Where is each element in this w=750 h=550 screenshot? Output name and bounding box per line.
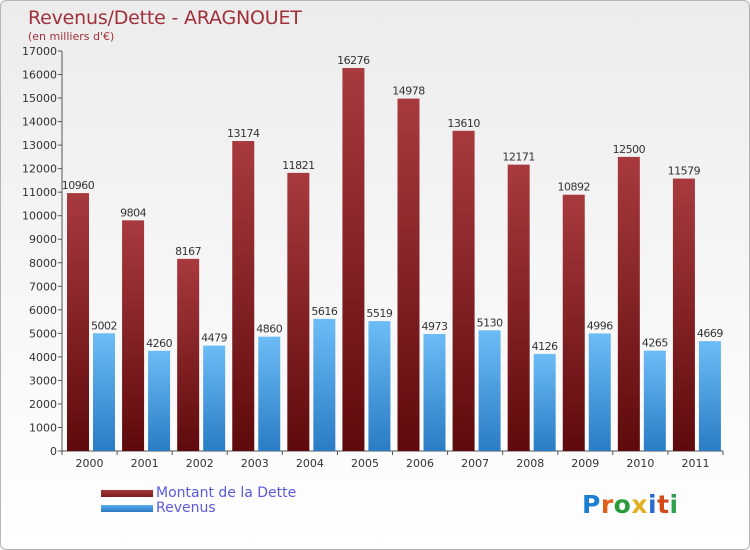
x-tick-label: 2003 xyxy=(241,457,269,470)
logo-letter: i xyxy=(669,490,679,519)
y-tick-label: 12000 xyxy=(22,163,57,176)
legend-label-revenue: Revenus xyxy=(156,500,216,516)
bar-revenue-2009 xyxy=(588,333,611,451)
data-label-debt-2010: 12500 xyxy=(613,143,646,156)
logo-letter: r xyxy=(600,490,614,519)
y-tick-label: 15000 xyxy=(22,92,57,105)
data-label-debt-2007: 13610 xyxy=(447,117,480,130)
chart-title: Revenus/Dette - ARAGNOUET xyxy=(28,7,302,29)
bar-debt-2011 xyxy=(672,178,695,451)
x-tick-label: 2000 xyxy=(76,457,104,470)
bar-revenue-2011 xyxy=(698,341,721,451)
legend-swatch-debt xyxy=(101,490,153,497)
bar-revenue-2008 xyxy=(533,353,556,451)
bar-debt-2000 xyxy=(67,193,89,451)
y-tick-label: 5000 xyxy=(29,327,57,340)
data-label-debt-2008: 12171 xyxy=(502,151,535,164)
bar-debt-2009 xyxy=(562,194,585,451)
data-label-revenue-2004: 5616 xyxy=(311,305,337,318)
bars-group xyxy=(67,68,721,452)
y-tick-label: 8000 xyxy=(29,257,57,270)
bar-revenue-2010 xyxy=(643,350,666,451)
bar-debt-2005 xyxy=(342,68,365,452)
proxiti-logo: Proxiti xyxy=(582,490,679,519)
x-tick-label: 2008 xyxy=(516,457,544,470)
y-tick-label: 13000 xyxy=(22,139,57,152)
data-label-debt-2009: 10892 xyxy=(558,181,591,194)
y-tick-label: 7000 xyxy=(29,280,57,293)
data-label-debt-2006: 14978 xyxy=(392,85,425,98)
y-tick-label: 4000 xyxy=(29,351,57,364)
bar-revenue-2001 xyxy=(148,350,171,451)
bar-debt-2010 xyxy=(617,156,640,451)
x-tick-label: 2002 xyxy=(186,457,214,470)
bar-debt-2007 xyxy=(452,130,475,451)
bar-revenue-2007 xyxy=(478,330,501,451)
data-label-debt-2001: 9804 xyxy=(120,206,146,219)
data-label-revenue-2011: 4669 xyxy=(697,327,723,340)
y-tick-label: 16000 xyxy=(22,69,57,82)
bar-revenue-2004 xyxy=(313,318,336,451)
bar-revenue-2000 xyxy=(93,333,115,451)
y-tick-label: 17000 xyxy=(22,45,57,58)
value-labels-group: 10960 5002 9804 4260 8167 4479 13174 4860 11821 5… xyxy=(62,54,724,353)
x-tick-label: 2007 xyxy=(461,457,489,470)
data-label-revenue-2000: 5002 xyxy=(91,319,117,332)
chart-subtitle: (en milliers d'€) xyxy=(28,30,115,43)
y-tick-label: 14000 xyxy=(22,116,57,129)
legend-swatch-revenue xyxy=(101,505,153,512)
x-tick-label: 2006 xyxy=(406,457,434,470)
data-label-revenue-2005: 5519 xyxy=(366,307,392,320)
data-label-revenue-2001: 4260 xyxy=(146,337,172,350)
x-tick-label: 2011 xyxy=(681,457,709,470)
legend-label-debt: Montant de la Dette xyxy=(156,485,297,501)
data-label-revenue-2006: 4973 xyxy=(422,320,448,333)
x-tick-label: 2005 xyxy=(351,457,379,470)
bar-revenue-2002 xyxy=(203,345,226,451)
x-tick-label: 2009 xyxy=(571,457,599,470)
y-tick-label: 11000 xyxy=(22,186,57,199)
data-label-revenue-2008: 4126 xyxy=(532,340,558,353)
logo-letter: P xyxy=(582,490,601,519)
logo-letter: i xyxy=(648,490,658,519)
y-tick-label: 1000 xyxy=(29,421,57,434)
y-tick-label: 2000 xyxy=(29,398,57,411)
data-label-debt-2004: 11821 xyxy=(282,159,315,172)
logo-letter: x xyxy=(631,490,648,519)
bar-revenue-2003 xyxy=(258,336,281,451)
logo-letter: o xyxy=(613,490,632,519)
data-label-debt-2002: 8167 xyxy=(175,245,201,258)
logo-letter: t xyxy=(657,490,670,519)
data-label-debt-2000: 10960 xyxy=(62,179,95,192)
bar-debt-2008 xyxy=(507,164,530,451)
data-label-revenue-2010: 4265 xyxy=(642,337,668,350)
bar-debt-2003 xyxy=(232,141,255,451)
bar-debt-2004 xyxy=(287,172,310,451)
y-tick-label: 6000 xyxy=(29,304,57,317)
x-tick-label: 2004 xyxy=(296,457,324,470)
data-label-debt-2011: 11579 xyxy=(668,165,701,178)
bar-revenue-2005 xyxy=(368,321,391,451)
bar-debt-2006 xyxy=(397,98,420,451)
axes-group: 0 1000 2000 3000 4000 5000 6000 7000 8000 9000 100… xyxy=(22,45,724,470)
x-tick-label: 2010 xyxy=(626,457,654,470)
data-label-debt-2003: 13174 xyxy=(227,127,260,140)
y-tick-label: 9000 xyxy=(29,233,57,246)
bar-revenue-2006 xyxy=(423,333,446,451)
data-label-revenue-2002: 4479 xyxy=(201,332,227,345)
data-label-revenue-2003: 4860 xyxy=(256,323,282,336)
data-label-revenue-2009: 4996 xyxy=(587,319,613,332)
data-label-debt-2005: 16276 xyxy=(337,54,370,67)
y-tick-label: 0 xyxy=(50,445,57,458)
x-tick-label: 2001 xyxy=(131,457,159,470)
y-tick-label: 10000 xyxy=(22,210,57,223)
data-label-revenue-2007: 5130 xyxy=(477,316,503,329)
y-tick-label: 3000 xyxy=(29,374,57,387)
bar-debt-2002 xyxy=(177,258,200,451)
bar-debt-2001 xyxy=(122,220,145,451)
